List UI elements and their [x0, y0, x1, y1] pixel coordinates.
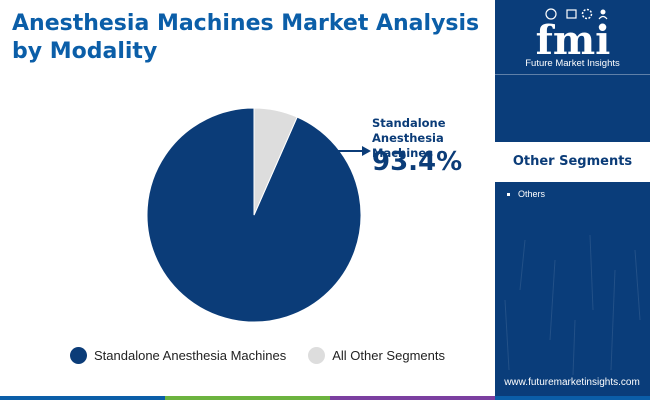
- logo-caption: Future Market Insights: [525, 58, 620, 69]
- footer-bar-purple: [330, 396, 495, 400]
- footer-bar-blue-2: [495, 396, 650, 400]
- list-item: Others: [507, 187, 545, 201]
- pie-slices: [146, 107, 362, 323]
- other-item-label: Others: [518, 189, 546, 199]
- sidebar-panel: fmi Future Market Insights Other Segment…: [495, 0, 650, 400]
- fmi-logo[interactable]: fmi Future Market Insights: [495, 0, 650, 75]
- pie-chart: [146, 107, 371, 323]
- legend-swatch-other: [308, 347, 326, 364]
- chart-icon: [566, 9, 577, 19]
- footer-bar-green: [165, 396, 330, 400]
- footer-bar-blue: [0, 396, 165, 400]
- sidebar-texture: [504, 234, 641, 376]
- pie-slice-other: [253, 107, 298, 216]
- logo-icons: [545, 8, 608, 20]
- chart-legend: Standalone Anesthesia Machines All Other…: [70, 347, 467, 364]
- callout-label: Standalone Anesthesia Machines: [372, 116, 446, 160]
- chart-title: Anesthesia Machines Market Analysis by M…: [12, 11, 480, 64]
- legend-swatch-standalone: [70, 347, 87, 364]
- other-segments-heading: Other Segments: [495, 142, 650, 182]
- bullet-icon: [507, 192, 510, 196]
- callout-value: 93.4%: [372, 147, 463, 177]
- logo-wordmark: fmi: [536, 17, 611, 58]
- website-link[interactable]: www.futuremarketinsights.com: [504, 377, 640, 388]
- legend-label-other: All Other Segments: [332, 348, 445, 363]
- legend-item-other: All Other Segments: [308, 347, 445, 364]
- person-icon: [600, 9, 606, 15]
- other-segments-list: Others: [507, 187, 545, 201]
- legend-label-standalone: Standalone Anesthesia Machines: [94, 348, 287, 363]
- fmi-logo-mark: fmi: [536, 8, 611, 58]
- arrow-right-icon: [362, 146, 371, 156]
- callout-arrow: [335, 146, 371, 156]
- gear-icon: [581, 8, 593, 20]
- globe-icon: [545, 8, 557, 20]
- legend-item-standalone: Standalone Anesthesia Machines: [70, 347, 286, 364]
